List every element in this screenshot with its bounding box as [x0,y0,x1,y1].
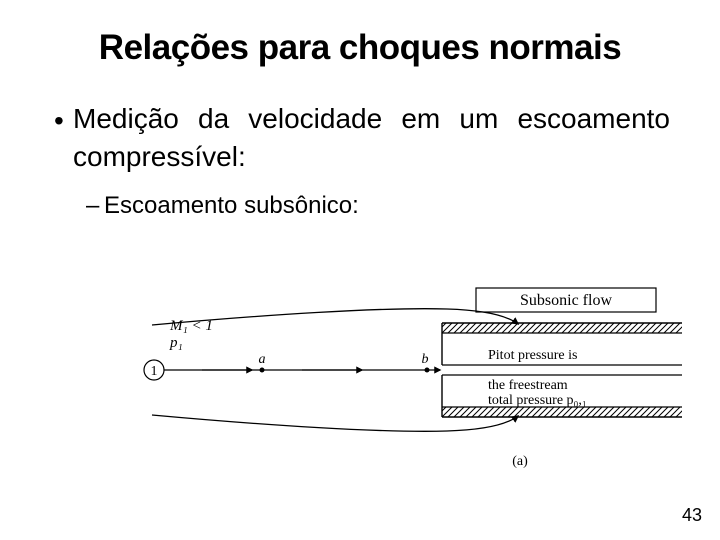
sub-bullet-marker: – [86,190,104,221]
sub-figure-label: (a) [512,454,528,469]
page-number: 43 [682,505,702,526]
slide-title: Relações para choques normais [50,28,670,68]
slide: Relações para choques normais • Medição … [0,0,720,540]
pitot-text-1: Pitot pressure is [488,348,577,363]
point-b-marker [425,368,430,373]
bullet-marker: • [54,100,73,140]
bullet-item: • Medição da velocidade em um escoamento… [54,100,670,176]
bullet-text: Medição da velocidade em um escoamento c… [73,100,670,176]
point-b-label: b [422,352,429,367]
pitot-text-2: the freestream [488,378,568,393]
label-box-text: Subsonic flow [520,292,612,309]
station-label: 1 [151,364,158,379]
pitot-text-3: total pressure p₀,₁ [488,393,587,408]
point-a-label: a [259,352,266,367]
point-a-marker [260,368,265,373]
hatch-top [442,323,682,333]
sub-bullet-text: Escoamento subsônico: [104,190,359,221]
hatch-bot [442,407,682,417]
sub-bullet-item: – Escoamento subsônico: [86,190,670,221]
pressure-label: p₁ [169,335,183,351]
pitot-diagram: Subsonic flow a b 1 M₁ < 1 p₁ [142,285,682,480]
mach-label: M₁ < 1 [169,318,213,334]
